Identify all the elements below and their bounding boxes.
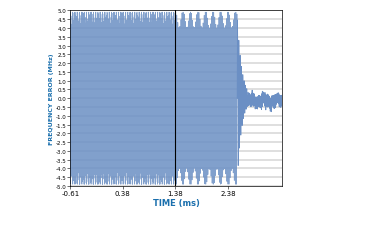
Y-axis label: FREQUENCY ERROR (MHz): FREQUENCY ERROR (MHz) [49, 53, 54, 144]
X-axis label: TIME (ms): TIME (ms) [152, 198, 199, 207]
